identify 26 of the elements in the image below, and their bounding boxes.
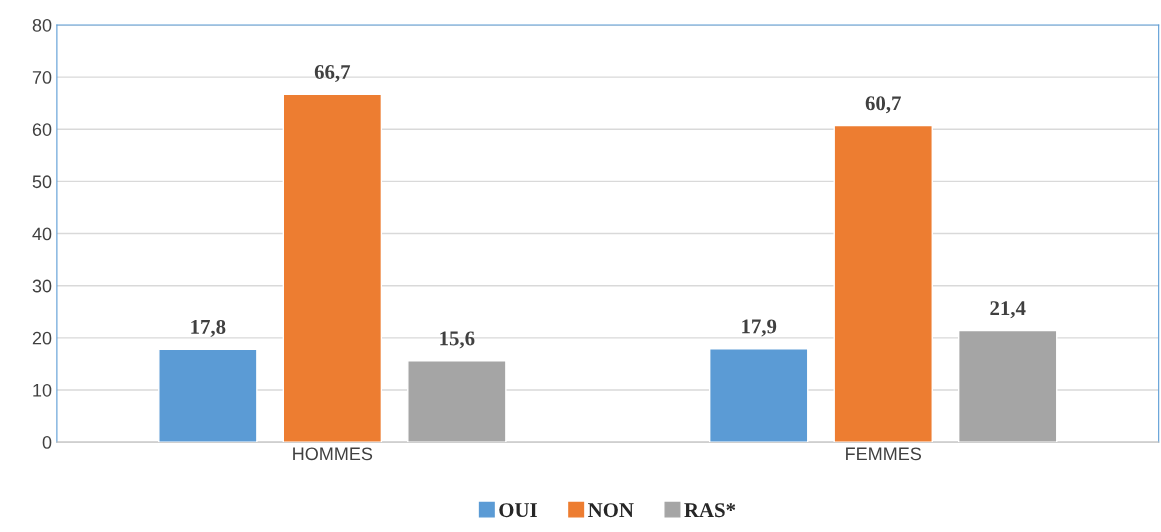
y-tick-label: 50 — [32, 175, 52, 189]
data-label: 60,7 — [865, 96, 901, 114]
bar — [958, 329, 1058, 443]
y-tick-label: 60 — [32, 123, 52, 136]
data-label: 17,9 — [742, 319, 777, 337]
data-label: 17,8 — [191, 319, 226, 337]
y-tick-label: 10 — [33, 383, 52, 397]
legend-label: RAS* — [684, 503, 736, 518]
x-tick-label: FEMMES — [846, 447, 922, 461]
y-tick-label: 40 — [32, 227, 52, 241]
bar — [282, 93, 383, 443]
bar — [407, 360, 507, 443]
bar — [833, 124, 933, 443]
legend-label: OUI — [499, 503, 537, 518]
data-label: 66,7 — [314, 65, 351, 83]
data-label: 15,6 — [440, 331, 475, 349]
x-tick-label: HOMMES — [293, 447, 373, 461]
legend-label: NON — [588, 503, 634, 518]
y-tick-label: 70 — [32, 71, 52, 84]
bar — [709, 348, 809, 443]
bar — [158, 348, 258, 443]
y-tick-label: 0 — [42, 436, 52, 449]
data-label: 21,4 — [990, 301, 1026, 319]
y-tick-label: 20 — [32, 331, 52, 345]
y-tick-label: 30 — [32, 279, 52, 293]
y-tick-label: 80 — [32, 18, 52, 32]
